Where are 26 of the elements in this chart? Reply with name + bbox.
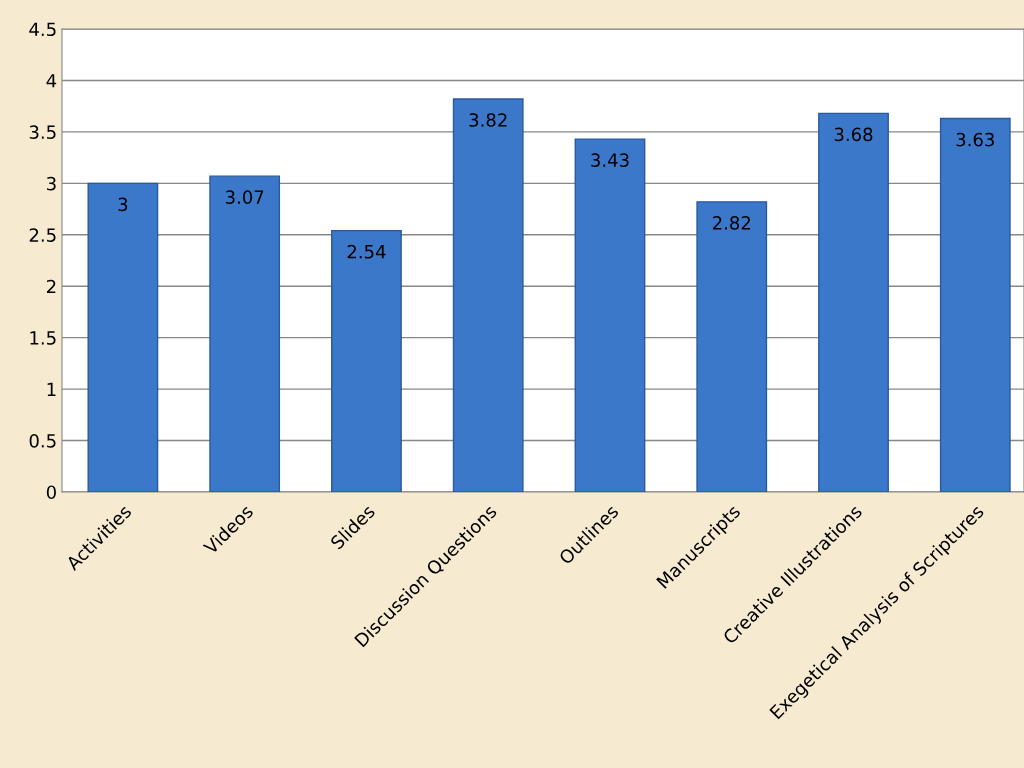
data-label: 2.82 xyxy=(712,216,751,230)
data-label: 3.63 xyxy=(956,132,994,147)
bar xyxy=(87,182,159,492)
bar xyxy=(818,112,889,492)
bar xyxy=(209,175,281,492)
y-tick-label: 1.5 xyxy=(30,331,56,345)
bar xyxy=(696,201,768,492)
bar xyxy=(452,98,524,492)
y-tick-label: 3.5 xyxy=(29,125,56,140)
y-tick-label: 2 xyxy=(46,279,56,294)
y-tick-label: 1 xyxy=(47,382,56,396)
data-label: 3.82 xyxy=(469,113,507,127)
y-tick-label: 4.5 xyxy=(29,22,56,37)
y-tick-label: 2.5 xyxy=(29,228,56,242)
data-label: 3.43 xyxy=(591,153,629,167)
data-label: 3.68 xyxy=(834,127,873,142)
y-tick-label: 3 xyxy=(47,176,56,191)
y-tick-label: 4 xyxy=(46,74,57,88)
bar xyxy=(331,229,402,492)
bar xyxy=(939,117,1011,492)
data-label: 2.54 xyxy=(347,244,386,259)
data-label: 3 xyxy=(118,197,128,212)
y-tick-label: 0 xyxy=(46,485,56,500)
bar xyxy=(574,138,646,492)
y-tick-label: 0.5 xyxy=(29,434,56,448)
data-label: 3.07 xyxy=(225,190,264,204)
